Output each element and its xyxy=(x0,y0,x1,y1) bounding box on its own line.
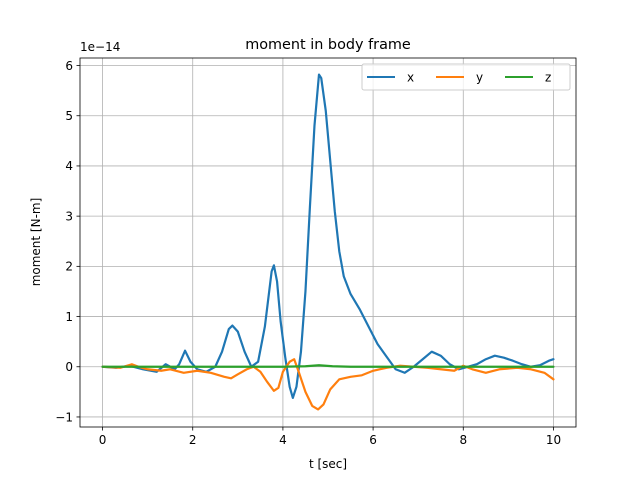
x-axis-title: t [sec] xyxy=(309,457,347,471)
series-line-z xyxy=(101,364,555,368)
ticks: 0 2 4 6 8 10 −1 0 1 2 3 4 5 6 xyxy=(55,59,561,447)
series-line-x xyxy=(101,73,555,399)
plot-frame xyxy=(79,57,577,428)
y-multiplier-label: 1e−14 xyxy=(80,40,120,54)
legend-label-y: y xyxy=(476,70,483,84)
chart-title: moment in body frame xyxy=(245,37,411,53)
x-tick-label: 8 xyxy=(459,433,467,447)
series-layer xyxy=(101,73,555,411)
x-tick-label: 2 xyxy=(189,433,197,447)
x-tick-label: 10 xyxy=(546,433,561,447)
y-tick-label: 6 xyxy=(65,59,73,73)
x-tick-label: 0 xyxy=(99,433,107,447)
y-tick-label: 0 xyxy=(65,360,73,374)
x-tick-label: 6 xyxy=(369,433,377,447)
x-tick-label: 4 xyxy=(279,433,287,447)
y-tick-label: 3 xyxy=(65,209,73,223)
y-tick-label: 1 xyxy=(65,310,73,324)
y-axis-title: moment [N-m] xyxy=(29,198,43,287)
y-tick-label: 4 xyxy=(65,159,73,173)
legend-label-z: z xyxy=(545,70,551,84)
legend: x y z xyxy=(361,63,571,91)
y-tick-label: 2 xyxy=(65,260,73,274)
legend-label-x: x xyxy=(407,70,414,84)
legend-box xyxy=(361,63,571,91)
series-line-y xyxy=(101,358,555,411)
y-tick-label: 5 xyxy=(65,109,73,123)
y-tick-label: −1 xyxy=(55,410,73,424)
